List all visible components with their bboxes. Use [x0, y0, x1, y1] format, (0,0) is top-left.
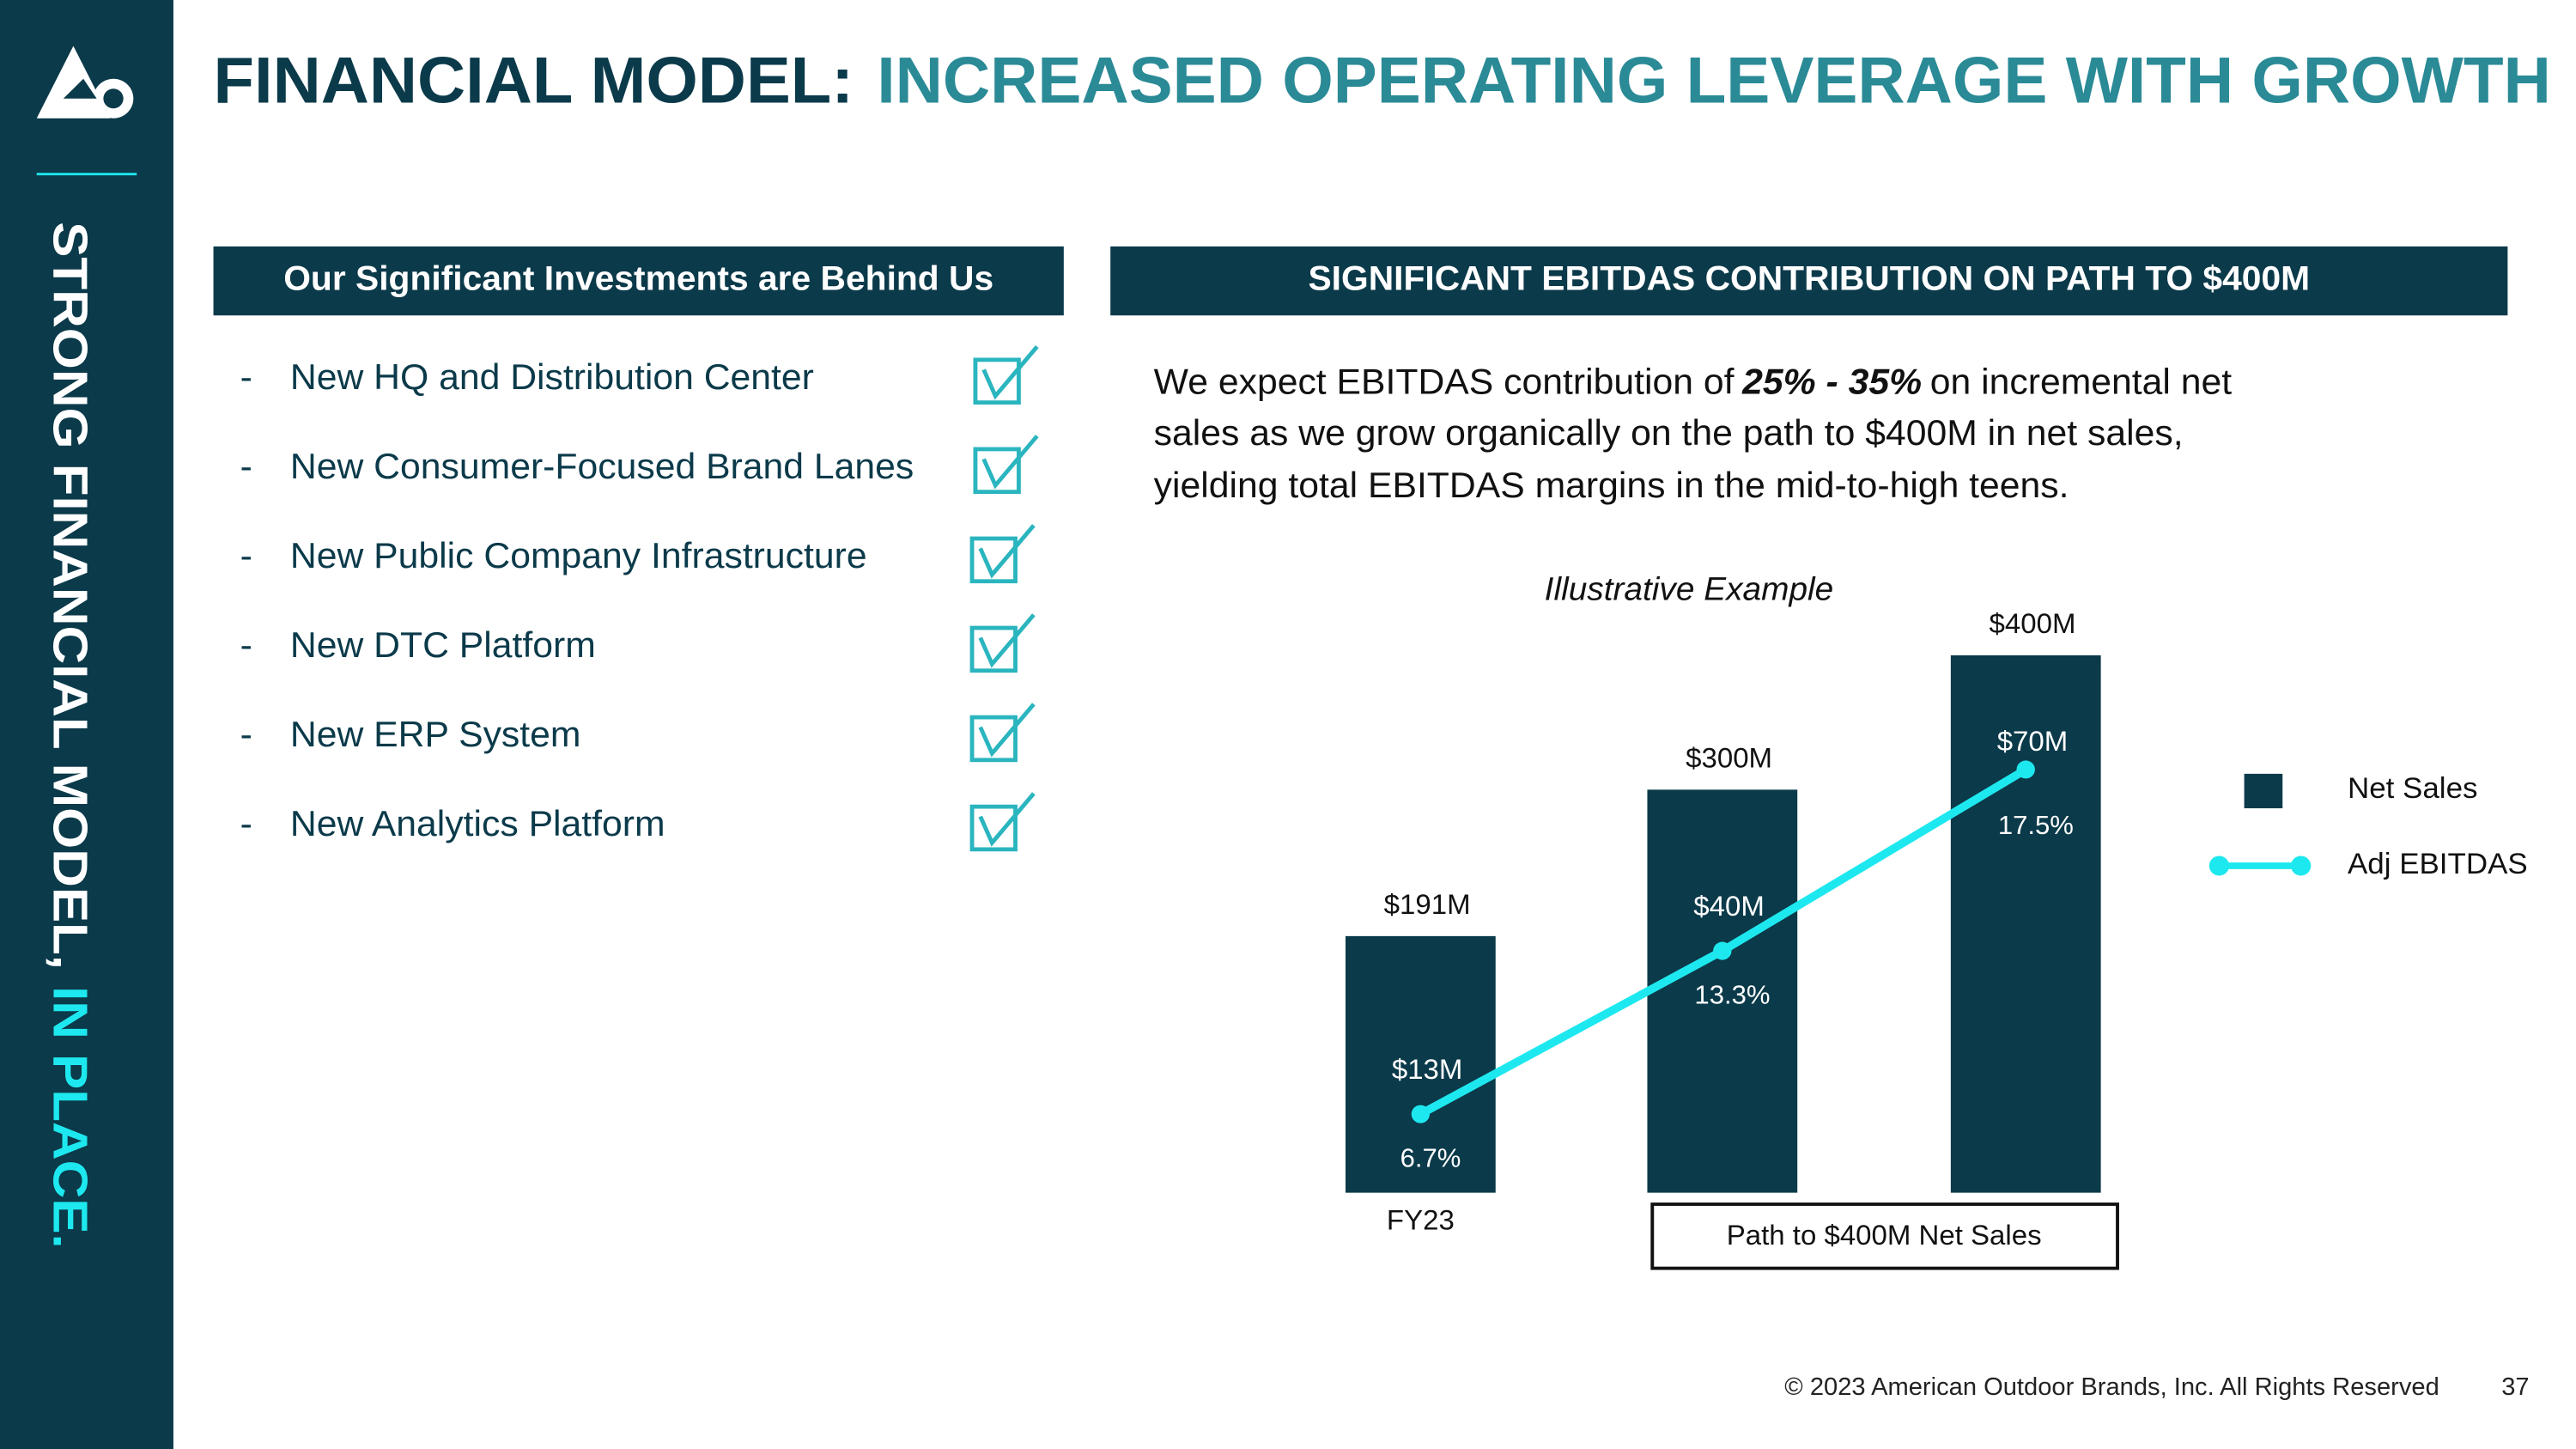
- line-label: $40M: [1693, 890, 1765, 922]
- group-box: [1650, 1202, 2119, 1270]
- line-point: [1713, 941, 1732, 960]
- checkmark: [978, 703, 1036, 758]
- list-item: New Consumer-Focused Brand Lanes: [290, 446, 914, 486]
- title-rest: INCREASED OPERATING LEVERAGE WITH GROWTH: [877, 44, 2551, 117]
- list-item: New HQ and Distribution Center: [290, 356, 814, 397]
- list-item: New Public Company Infrastructure: [290, 535, 867, 575]
- group-label: Path to $400M Net Sales: [1727, 1219, 2042, 1251]
- legend-swatch: [2208, 855, 2230, 876]
- page-number: 37: [2501, 1373, 2529, 1401]
- checkmark: [981, 345, 1039, 400]
- checkmark: [981, 435, 1039, 490]
- bar: [1647, 789, 1798, 1193]
- bullet-dash: -: [240, 714, 252, 754]
- right-heading-box: [1110, 246, 2508, 316]
- logo: [36, 46, 134, 119]
- checkbox: [969, 625, 1018, 673]
- sidebar-accent: IN PLACE.: [44, 986, 98, 1249]
- checkmark: [978, 792, 1036, 847]
- copyright: © 2023 American Outdoor Brands, Inc. All…: [1784, 1373, 2439, 1401]
- legend-label: Net Sales: [2348, 772, 2478, 805]
- bar-label: $400M: [1990, 607, 2076, 639]
- sidebar-text: STRONG FINANCIAL MODEL, IN PLACE.: [44, 222, 98, 1248]
- text: on incremental net: [1930, 362, 2233, 402]
- checkmark: [978, 524, 1036, 579]
- paragraph-line: We expect EBITDAS contribution of 25% - 3…: [1154, 362, 2233, 402]
- list-item: New ERP System: [290, 714, 581, 754]
- margin-label: 17.5%: [1998, 810, 2074, 840]
- checkbox: [969, 536, 1018, 584]
- list-item: New DTC Platform: [290, 624, 596, 665]
- text: We expect EBITDAS contribution of: [1154, 362, 1735, 402]
- line-point: [2016, 760, 2035, 779]
- right-heading: SIGNIFICANT EBITDAS CONTRIBUTION ON PATH…: [1308, 259, 2310, 298]
- bullet-dash: -: [240, 446, 252, 486]
- checkbox: [969, 804, 1018, 852]
- bar-label: $191M: [1384, 888, 1471, 920]
- sidebar: [0, 0, 173, 1449]
- left-heading-box: [213, 246, 1064, 316]
- checkbox: [973, 447, 1021, 495]
- bullet-dash: -: [240, 356, 252, 397]
- line-label: $70M: [1997, 725, 2069, 757]
- legend-label: Adj EBITDAS: [2348, 848, 2528, 880]
- bullet-dash: -: [240, 535, 252, 575]
- line-point: [1411, 1105, 1431, 1123]
- sidebar-lead: STRONG FINANCIAL MODEL,: [44, 222, 98, 970]
- title-lead: FINANCIAL MODEL:: [214, 44, 854, 117]
- margin-label: 6.7%: [1400, 1143, 1461, 1173]
- bar: [1950, 654, 2101, 1193]
- bullet-dash: -: [240, 803, 252, 843]
- bar: [1345, 935, 1496, 1193]
- paragraph-line: yielding total EBITDAS margins in the mi…: [1154, 465, 2069, 505]
- left-heading: Our Significant Investments are Behind U…: [283, 259, 993, 298]
- paragraph-line: sales as we grow organically on the path…: [1154, 412, 2184, 453]
- emphasis: 25% - 35%: [1741, 362, 1922, 402]
- bullet-dash: -: [240, 624, 252, 665]
- margin-label: 13.3%: [1694, 980, 1770, 1010]
- checkbox: [973, 357, 1021, 405]
- checkmark: [978, 613, 1036, 668]
- checkbox: [969, 715, 1018, 763]
- line-label: $13M: [1392, 1053, 1463, 1085]
- legend-swatch: [2244, 773, 2283, 809]
- list-item: New Analytics Platform: [290, 803, 665, 843]
- legend-swatch: [2290, 855, 2312, 876]
- chart-subtitle: Illustrative Example: [1545, 571, 1834, 608]
- bar-label: $300M: [1686, 742, 1772, 774]
- x-tick-label: FY23: [1387, 1204, 1455, 1236]
